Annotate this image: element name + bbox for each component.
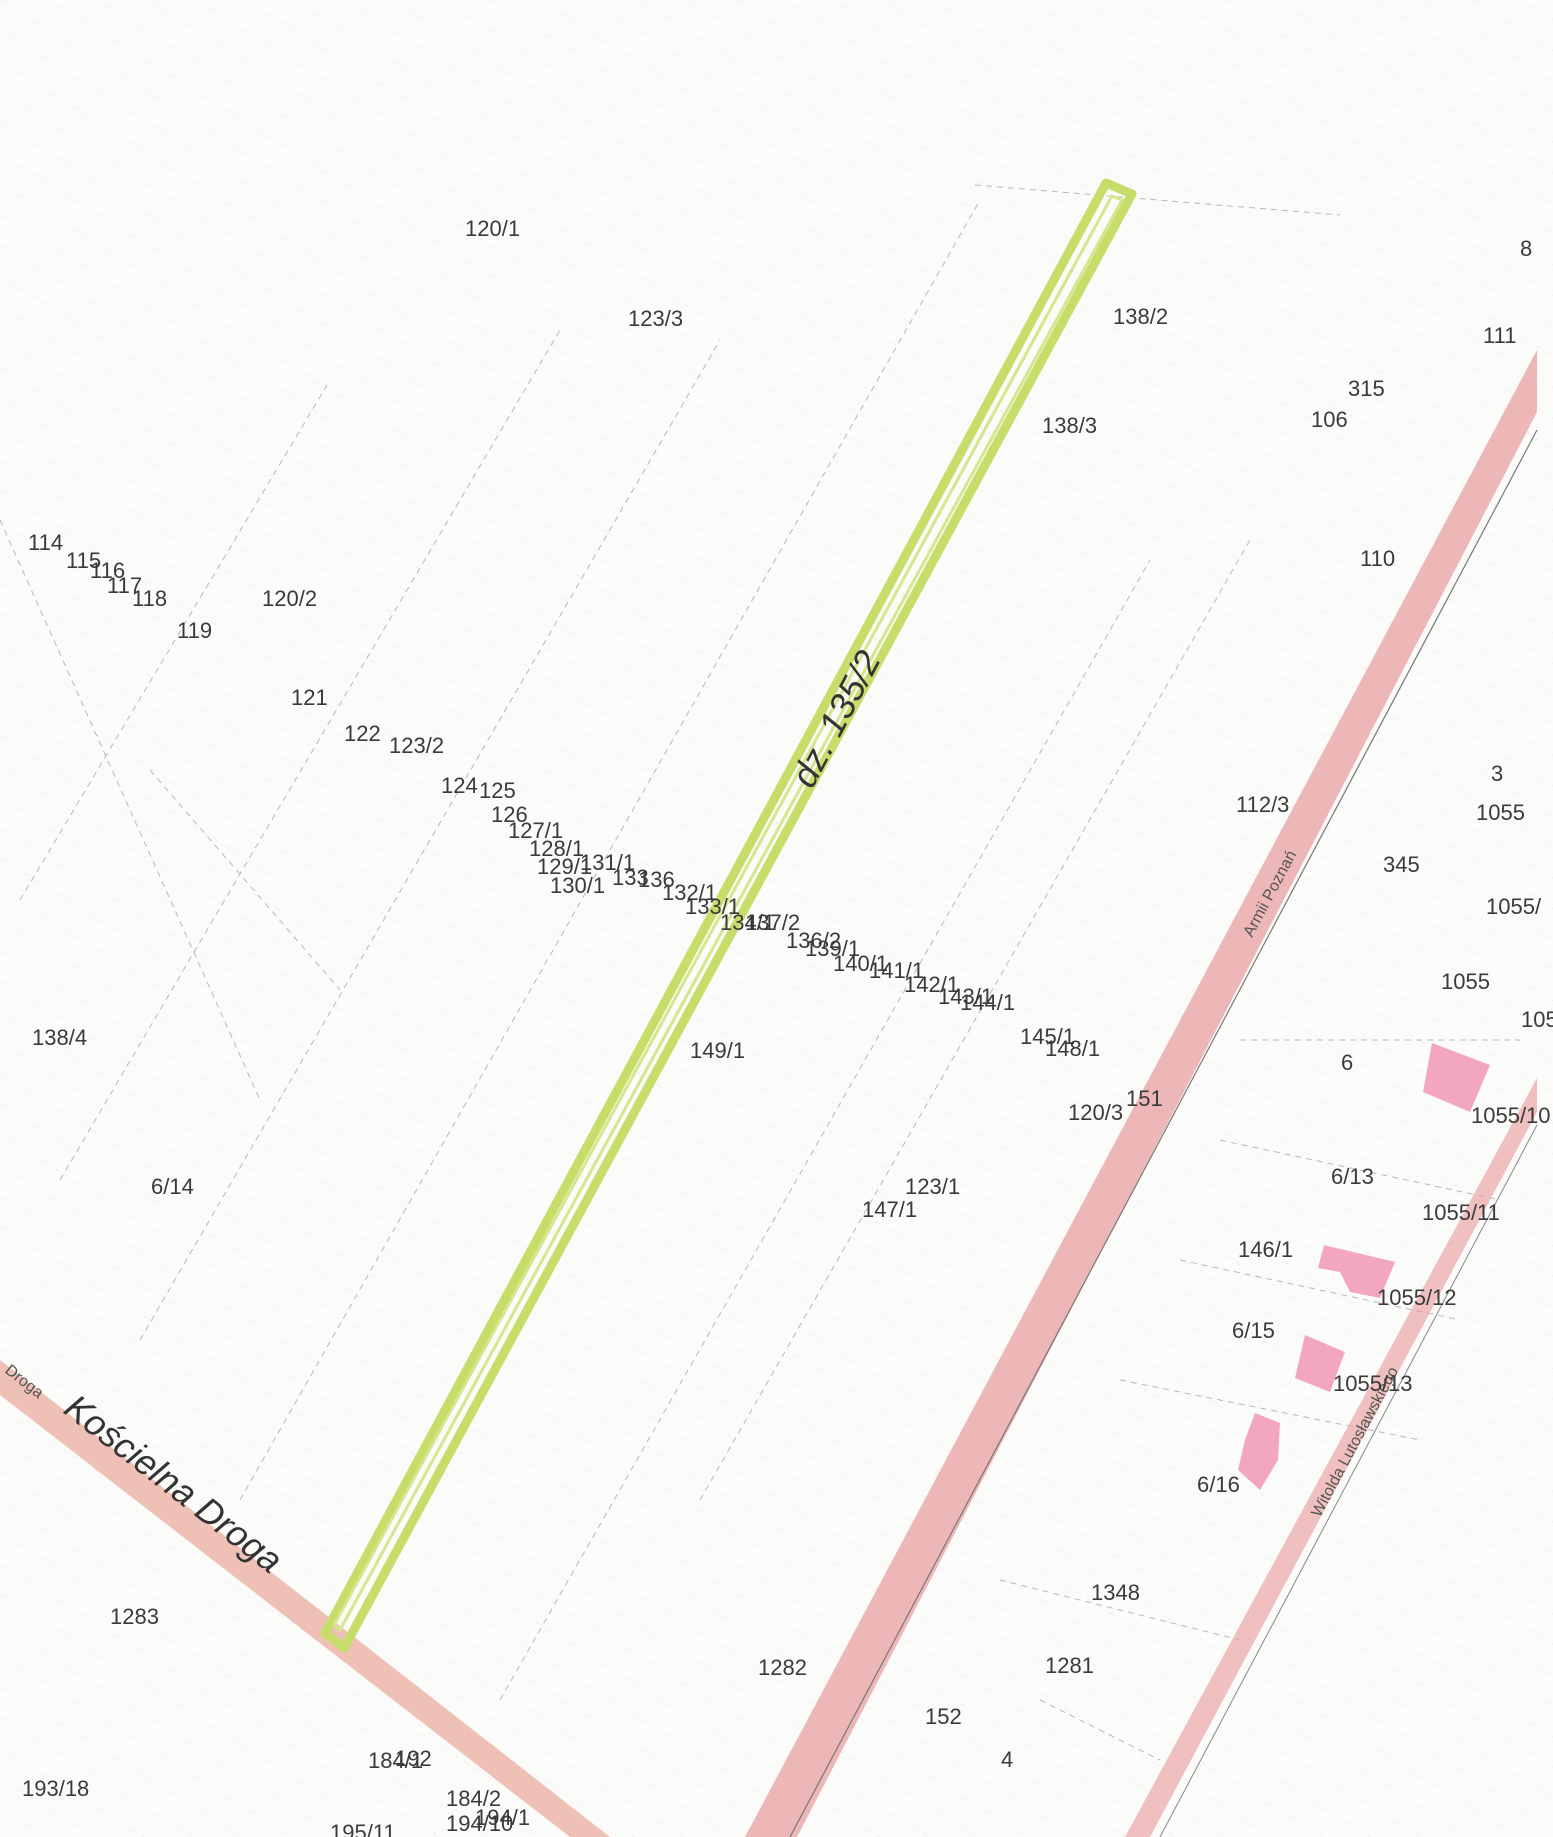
building [1295,1335,1345,1392]
parcel-label: 147/1 [862,1197,917,1222]
parcel-label: 6/13 [1331,1164,1374,1189]
parcel-label: 195/11 [330,1820,396,1837]
parcel-label: 1055/13 [1333,1371,1413,1396]
parcel-label: 118 [132,586,167,611]
parcel-label: 146/1 [1238,1237,1293,1262]
parcel-label: 120/2 [262,586,317,611]
road-edge-line [1159,1124,1538,1837]
parcel-label: 134/1 [720,910,775,935]
road-lutoslawskiego [1125,1078,1538,1837]
parcel-label: 131/1 [580,850,635,875]
parcel-label: 139/1 [805,936,860,961]
parcel-label: 138/2 [1113,304,1168,329]
parcel-label: 193/18 [22,1776,89,1801]
parcel-outline[interactable] [320,178,1137,1653]
parcel-label: 122 [344,721,381,746]
parcel-label: 119 [177,618,212,643]
parcel-label: 106 [1311,407,1348,432]
parcel-label: 121 [291,685,328,710]
parcel-label: 136 [638,867,675,892]
parcel-label: 120/3 [1068,1100,1123,1125]
parcel-label: 136/2 [786,928,841,953]
parcel-label: 1055/9 [1521,1007,1553,1032]
parcel-label: 123/3 [628,306,683,331]
parcel-label: 138/4 [32,1025,87,1050]
parcel-label: 1348 [1091,1580,1140,1605]
road-fill [1125,1078,1537,1837]
parcel-label: 116 [90,558,125,583]
parcel-label: 145/1 [1020,1024,1075,1049]
parcel-label: 114 [28,530,63,555]
parcel-label: 133/1 [685,894,740,919]
parcel-label: 123/2 [389,733,444,758]
parcel-label: 3 [1491,761,1503,786]
parcel-label: 148/1 [1045,1036,1100,1061]
parcel-label: 123/1 [905,1174,960,1199]
parcel-label: 6 [1341,1050,1353,1075]
parcel-label: 129/1 [537,854,592,879]
parcel-label: 111 [1483,323,1516,348]
parcel-label: 315 [1348,376,1385,401]
parcel-label: 128/1 [529,836,584,861]
parcel-label: 1055/ [1486,894,1542,919]
parcel-label: 137/2 [745,910,800,935]
parcel-label: 130/1 [550,873,605,898]
parcel-boundaries [0,184,1520,1761]
parcel-label: 6/14 [151,1174,194,1199]
parcel-label: 127/1 [508,818,563,843]
parcel-label: 345 [1383,852,1420,877]
parcel-label: 125 [479,778,516,803]
parcel-label: 143/1 [938,984,993,1009]
parcel-label: 151 [1126,1086,1163,1111]
parcel-label: 112/3 [1236,792,1289,817]
parcel-label: 194/1 [475,1805,530,1830]
parcel-inner-outline [332,194,1125,1633]
parcel-label: 1055 [1441,969,1490,994]
parcel-label: 120/1 [465,216,520,241]
parcel-label: 142/1 [904,972,959,997]
road-edge-line [789,429,1538,1837]
parcel-label: 1055/11 [1422,1200,1500,1225]
parcel-label: 184/1 [368,1748,423,1773]
highlighted-parcel-135-2[interactable] [320,178,1137,1653]
parcel-label: 110 [1360,546,1395,571]
parcel-label: 140/1 [833,951,888,976]
parcel-labels: 120/1 123/3 138/2 8 111 315 106 138/3 11… [22,216,1553,1837]
building [1238,1413,1280,1490]
parcel-label: 115 [66,548,101,573]
parcel-label: 1055 [1476,800,1525,825]
parcel-label: 117 [107,573,142,598]
parcel-label: 126 [491,802,528,827]
parcel-label: 141/1 [869,958,924,983]
road-armii-poznan [745,350,1538,1837]
parcel-label: 184/2 [446,1786,501,1811]
parcel-label: 1055/10 [1471,1103,1551,1128]
road-fill [745,350,1537,1837]
parcel-label: 149/1 [690,1038,745,1063]
parcel-label: 1283 [110,1604,159,1629]
parcel-label: 124 [441,773,478,798]
parcel-label: 8 [1520,236,1532,261]
parcel-label: 1055/12 [1377,1285,1457,1310]
parcel-label: 138/3 [1042,413,1097,438]
parcel-label: 1281 [1045,1653,1094,1678]
parcel-label: 144/1 [960,990,1015,1015]
buildings [1238,1043,1490,1490]
building [1423,1043,1490,1112]
building [1318,1245,1395,1298]
parcel-label: 194/10 [446,1811,513,1836]
parcel-label: 1282 [758,1655,807,1680]
road-fill [0,1360,610,1837]
parcel-label: 4 [1001,1747,1013,1772]
parcel-label: 6/16 [1197,1472,1240,1497]
parcel-label: 6/15 [1232,1318,1275,1343]
parcel-label: 133 [612,865,649,890]
parcel-label: 192 [395,1746,432,1771]
parcel-label: 132/1 [662,880,717,905]
parcel-label: 152 [925,1704,962,1729]
road-koscielna [0,1360,610,1837]
